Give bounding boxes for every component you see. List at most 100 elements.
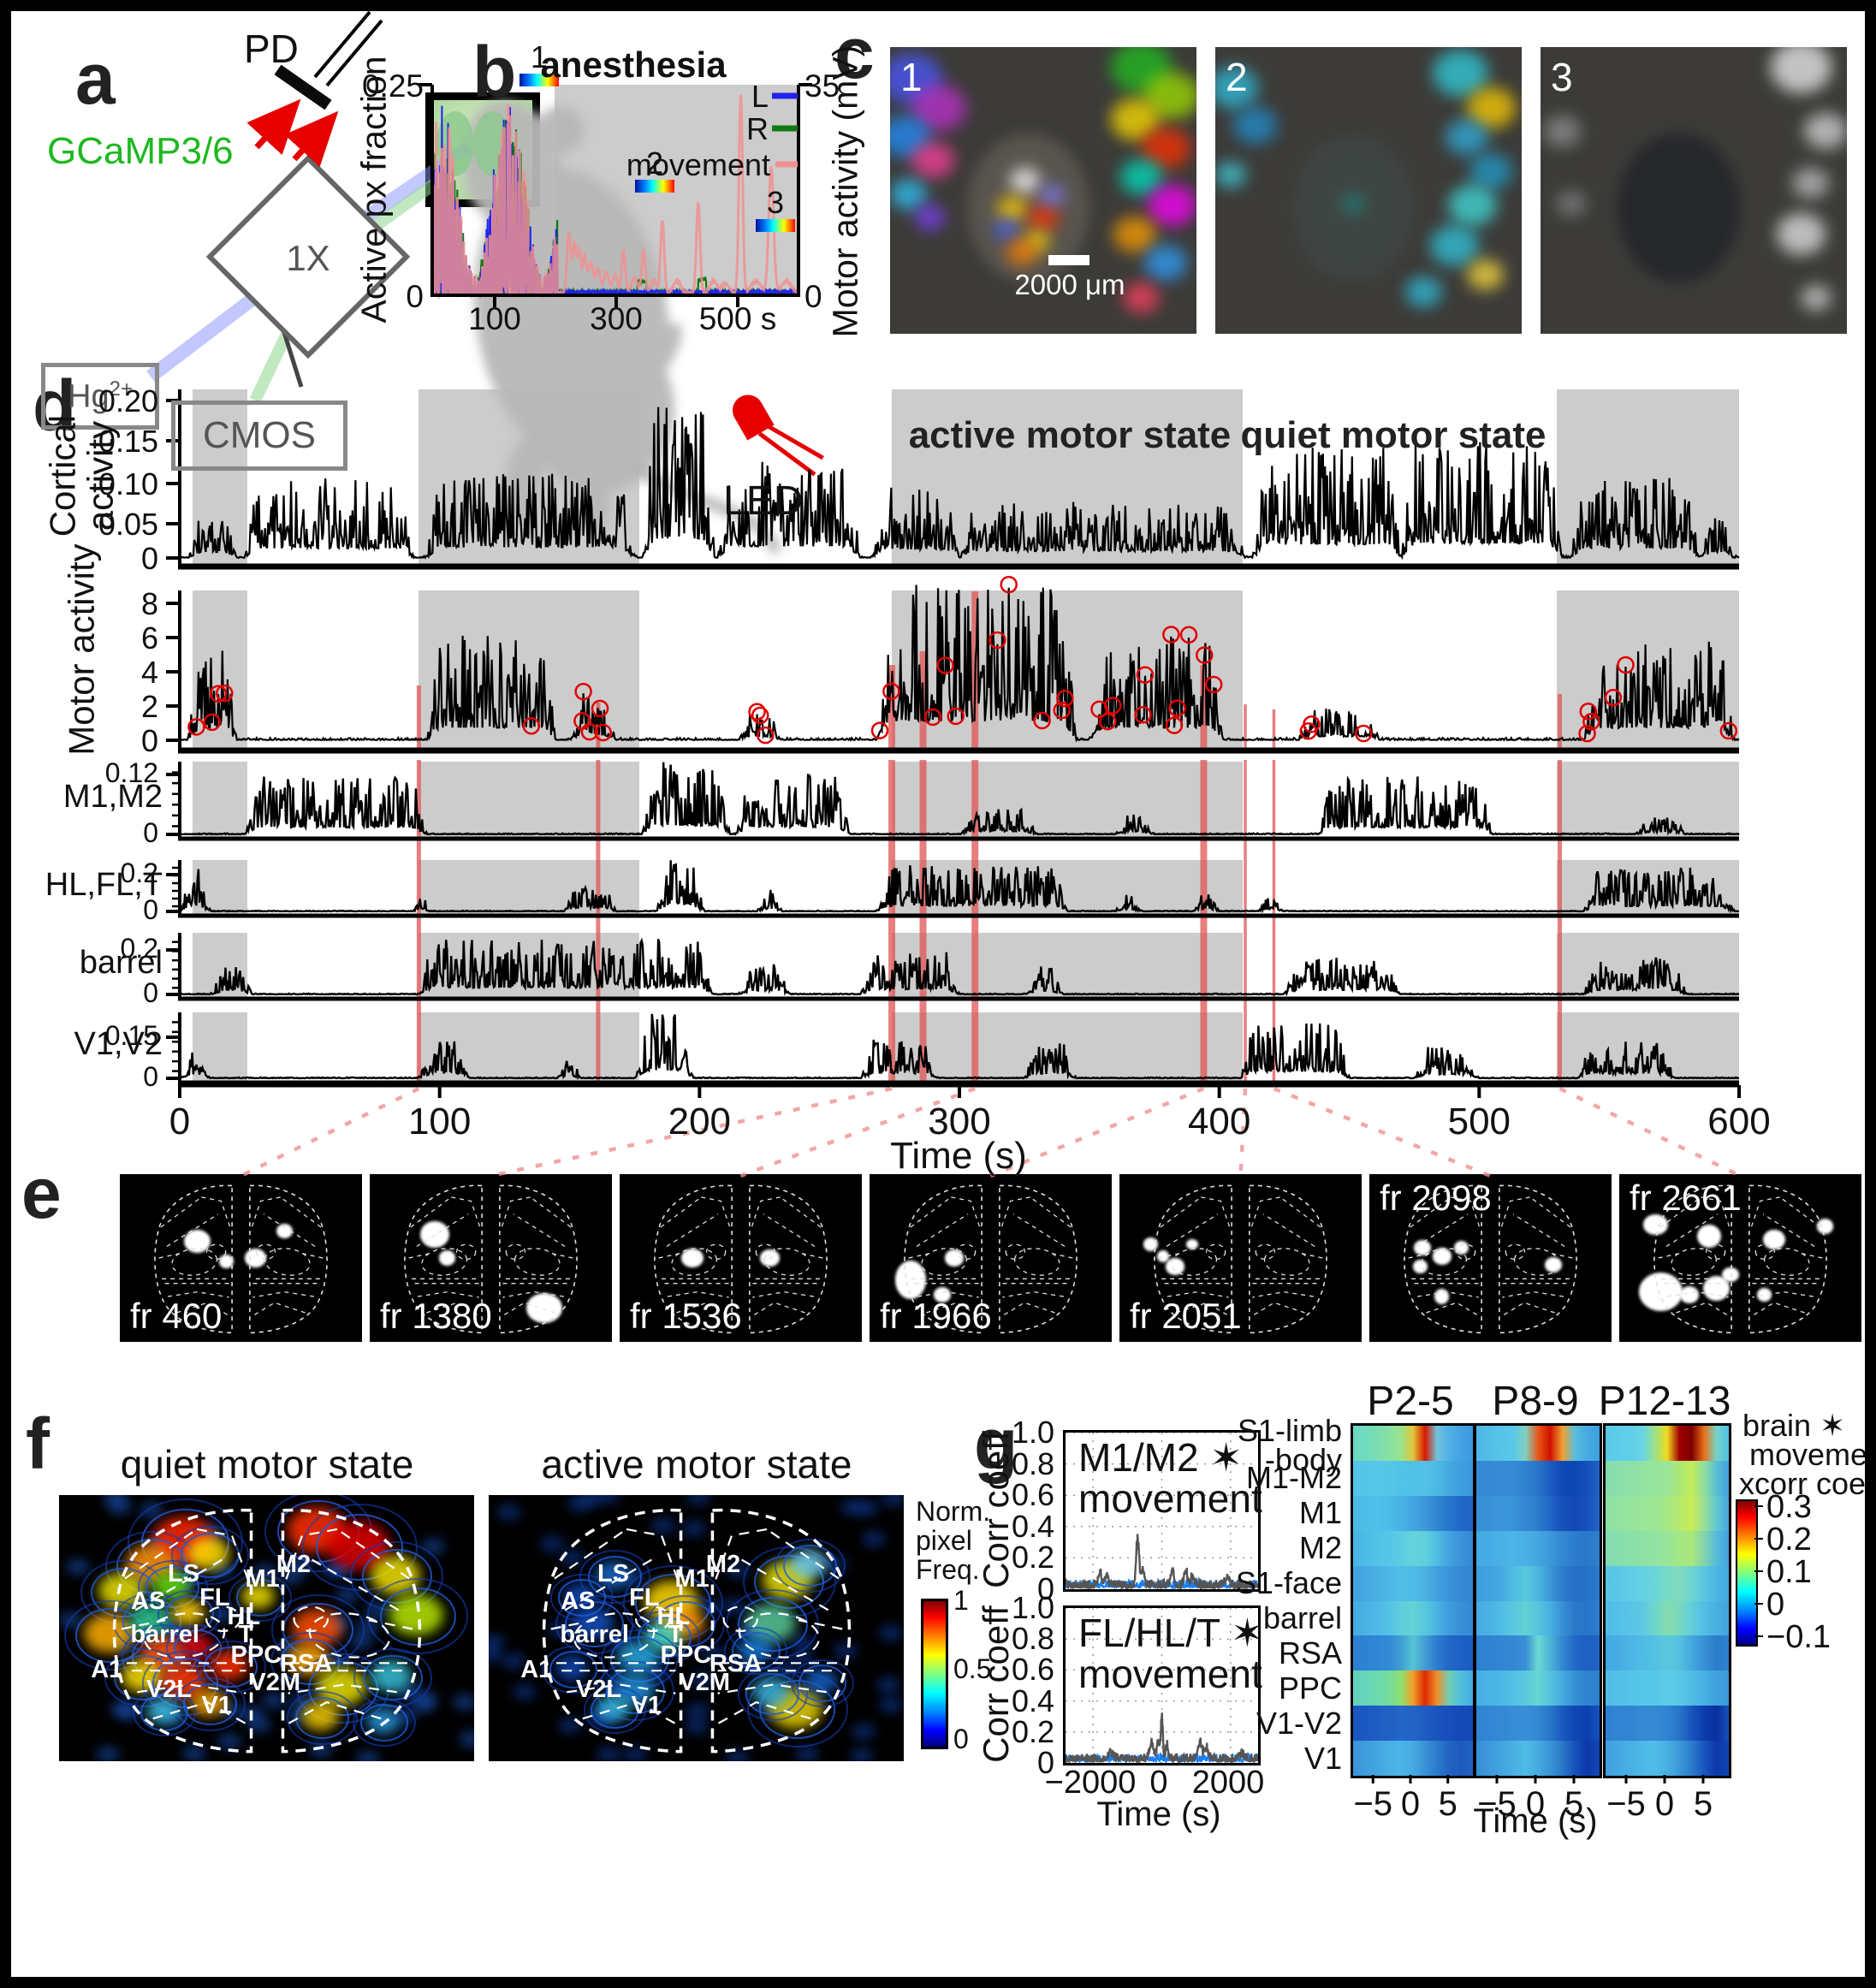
f-colorbar (921, 1599, 948, 1749)
d-row-label: M1,M2 (62, 779, 163, 815)
e-active-blob (1696, 1224, 1721, 1249)
d-xtick: 100 (407, 1101, 472, 1142)
c-blob (1803, 113, 1847, 150)
d-shaded-band (419, 1012, 640, 1081)
panel-label-e: e (21, 1153, 62, 1233)
d-xtick: 400 (1187, 1101, 1251, 1142)
b-legend-l: L (751, 79, 769, 114)
d-row-label: V1,V2 (74, 1026, 163, 1062)
f-texture-blob (833, 1642, 858, 1660)
decor (280, 326, 304, 388)
decor (246, 98, 301, 156)
g-heat-xtick: −5 (1477, 1785, 1517, 1823)
f-texture-blob (882, 1495, 904, 1508)
d-ytick: 0.20 (98, 383, 158, 418)
g-heatmap-row (1606, 1671, 1729, 1706)
g-heatmap-row (1476, 1671, 1600, 1706)
e-active-blob (1545, 1257, 1562, 1273)
e-active-blob (1165, 1258, 1185, 1275)
g-heat-xtick: 5 (1564, 1785, 1584, 1823)
decor: Hg (68, 378, 110, 415)
panel-label-c: c (834, 13, 875, 93)
d-motor-event-circle (1303, 715, 1321, 733)
d-ytick: 0 (143, 817, 158, 848)
g-heatmap-row (1476, 1600, 1600, 1636)
e-active-blob (420, 1220, 450, 1249)
d-shaded-band (419, 860, 640, 914)
d-ytick: 0.2 (120, 933, 158, 964)
g-heatmap-P8-9 (1474, 1423, 1602, 1778)
d-ytick: 4 (140, 655, 158, 690)
f-texture-blob (579, 1495, 604, 1507)
g-heatmap-row (1353, 1635, 1473, 1671)
e-active-blob (1412, 1259, 1428, 1273)
g-heatmap-row (1606, 1635, 1729, 1671)
g-cbar-tick: 0.1 (1766, 1554, 1812, 1590)
f-texture-blob (489, 1634, 505, 1652)
d-ytick: 0.05 (98, 507, 158, 542)
c-blob (1147, 184, 1196, 227)
g-heatmap-row (1353, 1530, 1473, 1567)
d-shaded-band (892, 933, 1243, 997)
g-heatmap-row (1476, 1565, 1600, 1601)
c-blob (1144, 245, 1188, 282)
c-blob (1215, 162, 1246, 188)
g-heat-rowlabel: barrel (1262, 1599, 1342, 1635)
panel-label-f: f (26, 1403, 50, 1484)
d-ytick: 0.10 (98, 466, 158, 501)
c-blob (1340, 193, 1366, 214)
pd-label: PD (244, 27, 299, 71)
e-active-blob (1763, 1229, 1785, 1250)
d-shaded-band (419, 933, 640, 997)
g-heat-title: P12-13 (1598, 1379, 1731, 1424)
g-cbar-tick: 0.3 (1766, 1489, 1812, 1525)
f-cbar-tick: 1 (953, 1585, 969, 1616)
c-blob (914, 205, 946, 231)
b-marker-num: 3 (766, 185, 785, 220)
c-blob (1770, 47, 1832, 93)
d-ytick: 0.15 (104, 1020, 158, 1051)
e-frame-label: fr 1536 (630, 1296, 742, 1336)
c-blob (1040, 184, 1066, 205)
f-region-label: V1 (631, 1691, 662, 1719)
f-title-active: active motor state (541, 1442, 852, 1487)
g-heat-xtick: −5 (1606, 1785, 1646, 1823)
d-shaded-band (193, 1012, 247, 1081)
f-texture-blob (876, 1676, 900, 1694)
panel-label-a: a (75, 39, 116, 119)
d-shaded-band (1557, 933, 1739, 997)
e-active-blob (1722, 1267, 1740, 1283)
g-heatmap-row (1353, 1565, 1473, 1601)
f-contour-ring (287, 1690, 358, 1745)
panel-label-d: d (33, 365, 77, 446)
e-frame: fr 1966 (870, 1174, 1112, 1342)
c-image-number: 2 (1226, 55, 1248, 99)
g-cbar-tick: 0 (1766, 1587, 1785, 1623)
hg-label: Hg2+ (68, 377, 133, 416)
d-motor-event-circle (1299, 722, 1318, 740)
f-texture-blob (95, 1745, 120, 1761)
c-blob (1028, 205, 1059, 231)
d-motor-event-circle (748, 703, 766, 721)
g-heatmap-row (1476, 1706, 1600, 1742)
g-heatmap-row (1353, 1671, 1473, 1706)
brain-image-1 (890, 47, 1196, 334)
led-label: LED (723, 478, 804, 524)
d-ytick: 0.12 (104, 757, 158, 788)
b-title: anesthesia (540, 45, 727, 85)
f-texture-blob (878, 1696, 903, 1714)
f-texture-blob (724, 1748, 749, 1761)
d-ytick: 0 (143, 894, 158, 925)
d-shaded-band (193, 590, 247, 749)
d-motor-event-circle (751, 706, 769, 725)
gcamp-label: GCaMP3/6 (47, 130, 234, 172)
g-heatmap-row (1353, 1600, 1473, 1636)
c-blob (1776, 213, 1826, 255)
e-active-blob (944, 1249, 965, 1267)
d-ytick: 0 (143, 977, 158, 1008)
b-ytick: 0.25 (361, 68, 424, 104)
g-heatmap-P2-5 (1351, 1423, 1475, 1778)
e-active-blob (1185, 1239, 1198, 1250)
g-heat-rowlabel: M2 (1298, 1530, 1342, 1566)
g-heat-xtick: 0 (1654, 1785, 1675, 1823)
